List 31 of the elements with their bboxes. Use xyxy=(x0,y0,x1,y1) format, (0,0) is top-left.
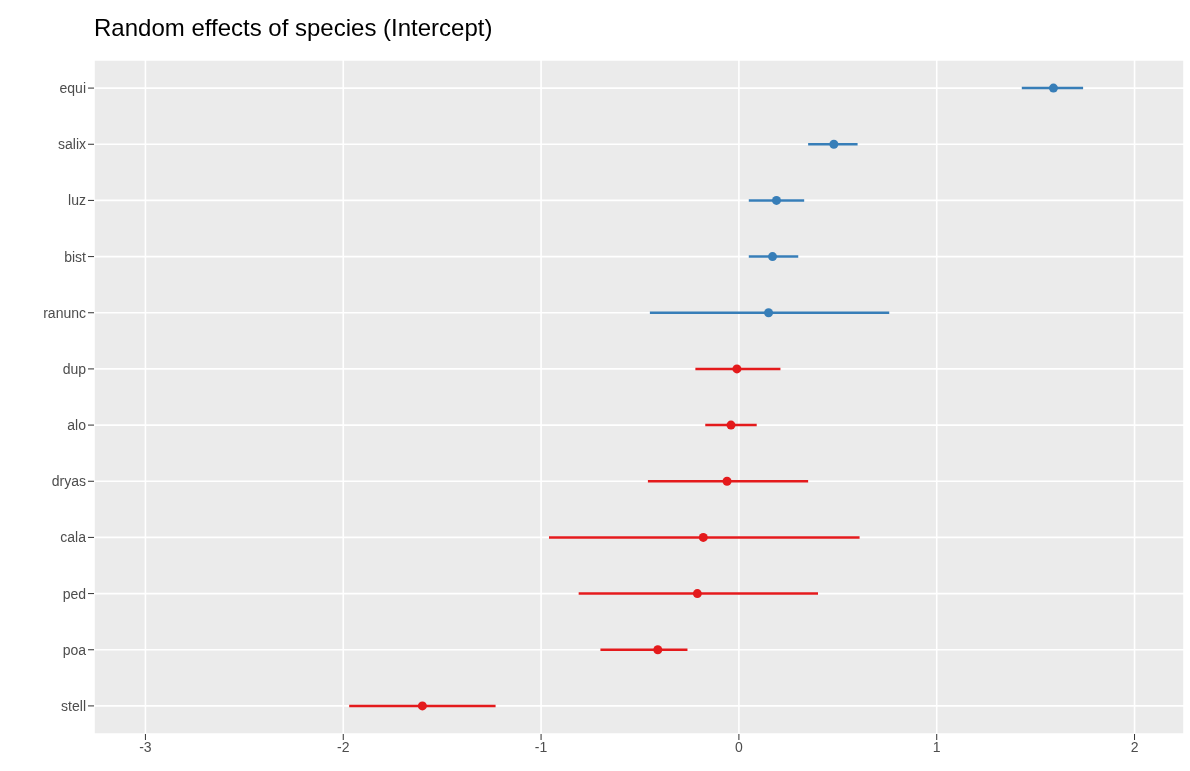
x-tick-label: -2 xyxy=(337,738,350,755)
y-tick-label: dryas xyxy=(51,473,86,490)
y-tick-label: luz xyxy=(68,192,86,209)
x-tick-label: -1 xyxy=(534,738,548,755)
point xyxy=(692,589,702,599)
chart-title: Random effects of species (Intercept) xyxy=(93,13,494,43)
y-tick-label: ranunc xyxy=(43,304,86,321)
y-tick-label: salix xyxy=(57,136,86,153)
point xyxy=(722,476,732,486)
point xyxy=(417,701,427,711)
y-tick-label: cala xyxy=(60,529,87,546)
y-tick-label: ped xyxy=(62,585,86,602)
y-tick-label: equi xyxy=(59,80,86,97)
y-tick-label: alo xyxy=(67,417,87,434)
point xyxy=(653,645,663,655)
point xyxy=(1048,83,1058,93)
y-tick-label: dup xyxy=(62,360,87,377)
point xyxy=(771,195,781,205)
point xyxy=(698,532,708,542)
x-tick-label: 2 xyxy=(1130,738,1139,755)
y-tick-label: bist xyxy=(64,248,87,265)
x-tick-label: -3 xyxy=(139,738,152,755)
x-tick-label: 0 xyxy=(735,738,743,755)
point xyxy=(732,364,742,374)
point xyxy=(726,420,736,430)
point xyxy=(768,252,778,262)
point xyxy=(829,139,839,149)
point xyxy=(764,308,774,318)
y-tick-label: poa xyxy=(62,641,87,658)
x-tick-label: 1 xyxy=(932,738,941,755)
y-tick-label: stell xyxy=(61,697,86,714)
